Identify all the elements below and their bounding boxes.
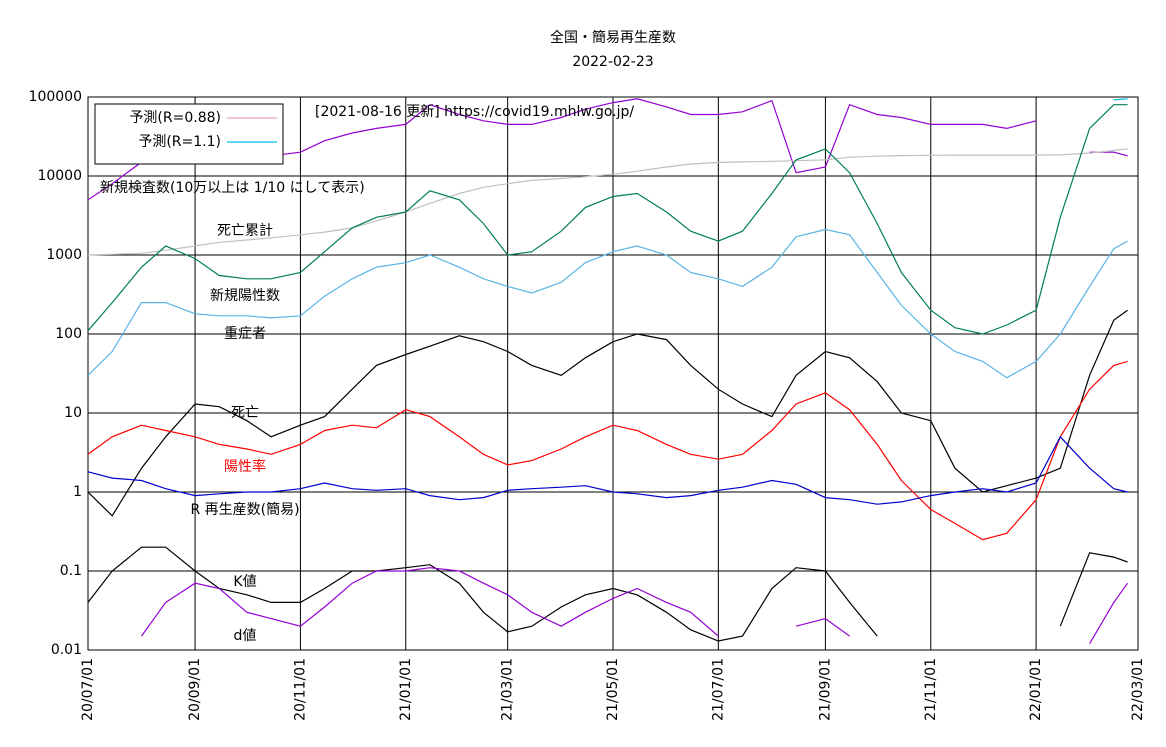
annotation: K値 <box>233 574 256 590</box>
annotation: 新規検査数(10万以上は 1/10 にして表示) <box>100 180 365 196</box>
annotation: 陽性率 <box>224 458 266 475</box>
chart-title: 全国・簡易再生産数 <box>550 29 676 46</box>
annotation: 新規陽性数 <box>210 288 280 304</box>
legend-box <box>94 103 284 165</box>
series-line <box>88 435 1128 505</box>
y-tick-label: 100000 <box>29 89 82 105</box>
x-tick-label: 20/11/01 <box>292 658 308 721</box>
y-tick-label: 0.01 <box>51 642 82 658</box>
x-tick-label: 21/01/01 <box>398 658 414 721</box>
legend-label: 予測(R=1.1) <box>138 134 221 150</box>
series-line <box>141 567 1129 645</box>
legend-label: 予測(R=0.88) <box>129 110 221 126</box>
series-line <box>1113 98 1128 101</box>
y-tick-label: 1 <box>73 484 82 500</box>
y-tick-label: 0.1 <box>60 563 82 579</box>
series-line <box>88 148 1128 256</box>
y-tick-label: 10 <box>64 405 82 421</box>
annotation: [2021-08-16 更新] https://covid19.mhlw.go.… <box>315 104 634 120</box>
x-tick-label: 21/05/01 <box>605 658 621 721</box>
annotation: 重症者 <box>224 326 266 342</box>
series-line <box>88 309 1128 517</box>
annotation: 死亡累計 <box>217 223 273 239</box>
series-line <box>88 104 1128 335</box>
y-tick-label: 100 <box>55 326 82 342</box>
chart-subtitle: 2022-02-23 <box>572 54 653 70</box>
x-tick-label: 21/09/01 <box>817 658 833 721</box>
x-tick-label: 21/11/01 <box>923 658 939 721</box>
x-tick-label: 20/07/01 <box>80 658 96 721</box>
y-tick-label: 10000 <box>37 168 82 184</box>
series-line <box>88 360 1128 541</box>
series-line <box>88 546 1128 642</box>
annotation: 死亡 <box>231 405 259 421</box>
annotation: d値 <box>234 628 257 644</box>
x-tick-label: 20/09/01 <box>187 658 203 721</box>
x-tick-label: 21/03/01 <box>500 658 516 721</box>
x-tick-label: 22/01/01 <box>1028 658 1044 721</box>
plot-area <box>88 98 1129 645</box>
x-tick-label: 21/07/01 <box>710 658 726 721</box>
y-tick-label: 1000 <box>46 247 82 263</box>
annotation: R 再生産数(簡易) <box>190 502 299 518</box>
x-tick-label: 22/03/01 <box>1130 658 1146 721</box>
series-line <box>88 228 1128 379</box>
